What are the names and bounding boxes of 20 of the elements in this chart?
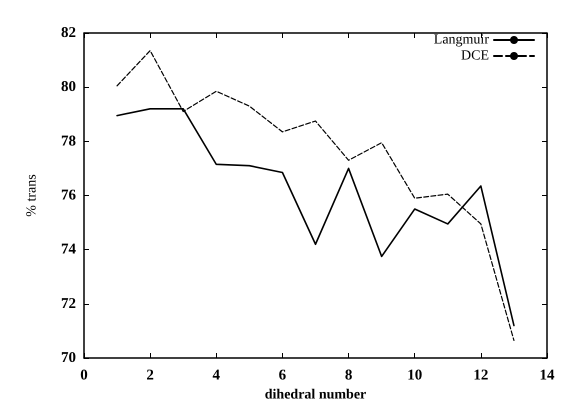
x-tick-label: 2 xyxy=(146,368,154,384)
y-tick-label: 74 xyxy=(61,242,76,258)
x-tick-label: 6 xyxy=(278,368,287,384)
y-tick-label: 72 xyxy=(61,296,76,312)
y-tick-label: 76 xyxy=(61,188,76,204)
x-tick-label: 0 xyxy=(80,368,88,384)
y-tick-label: 78 xyxy=(61,133,76,150)
legend-label: DCE xyxy=(461,48,489,64)
line-series xyxy=(116,50,515,341)
x-tick-label: 8 xyxy=(344,368,352,384)
x-tick-label: 4 xyxy=(212,368,221,384)
legend-label: Langmuir xyxy=(434,32,490,48)
y-tick-label: 82 xyxy=(61,25,76,41)
y-tick-label: 70 xyxy=(61,350,76,366)
y-axis-title: % trans xyxy=(24,174,40,217)
x-tick-label: 12 xyxy=(473,368,488,384)
y-tick-label: 80 xyxy=(61,79,76,96)
x-axis-title: dihedral number xyxy=(264,388,366,402)
x-tick-label: 10 xyxy=(407,368,422,384)
x-tick-label: 14 xyxy=(540,368,555,384)
